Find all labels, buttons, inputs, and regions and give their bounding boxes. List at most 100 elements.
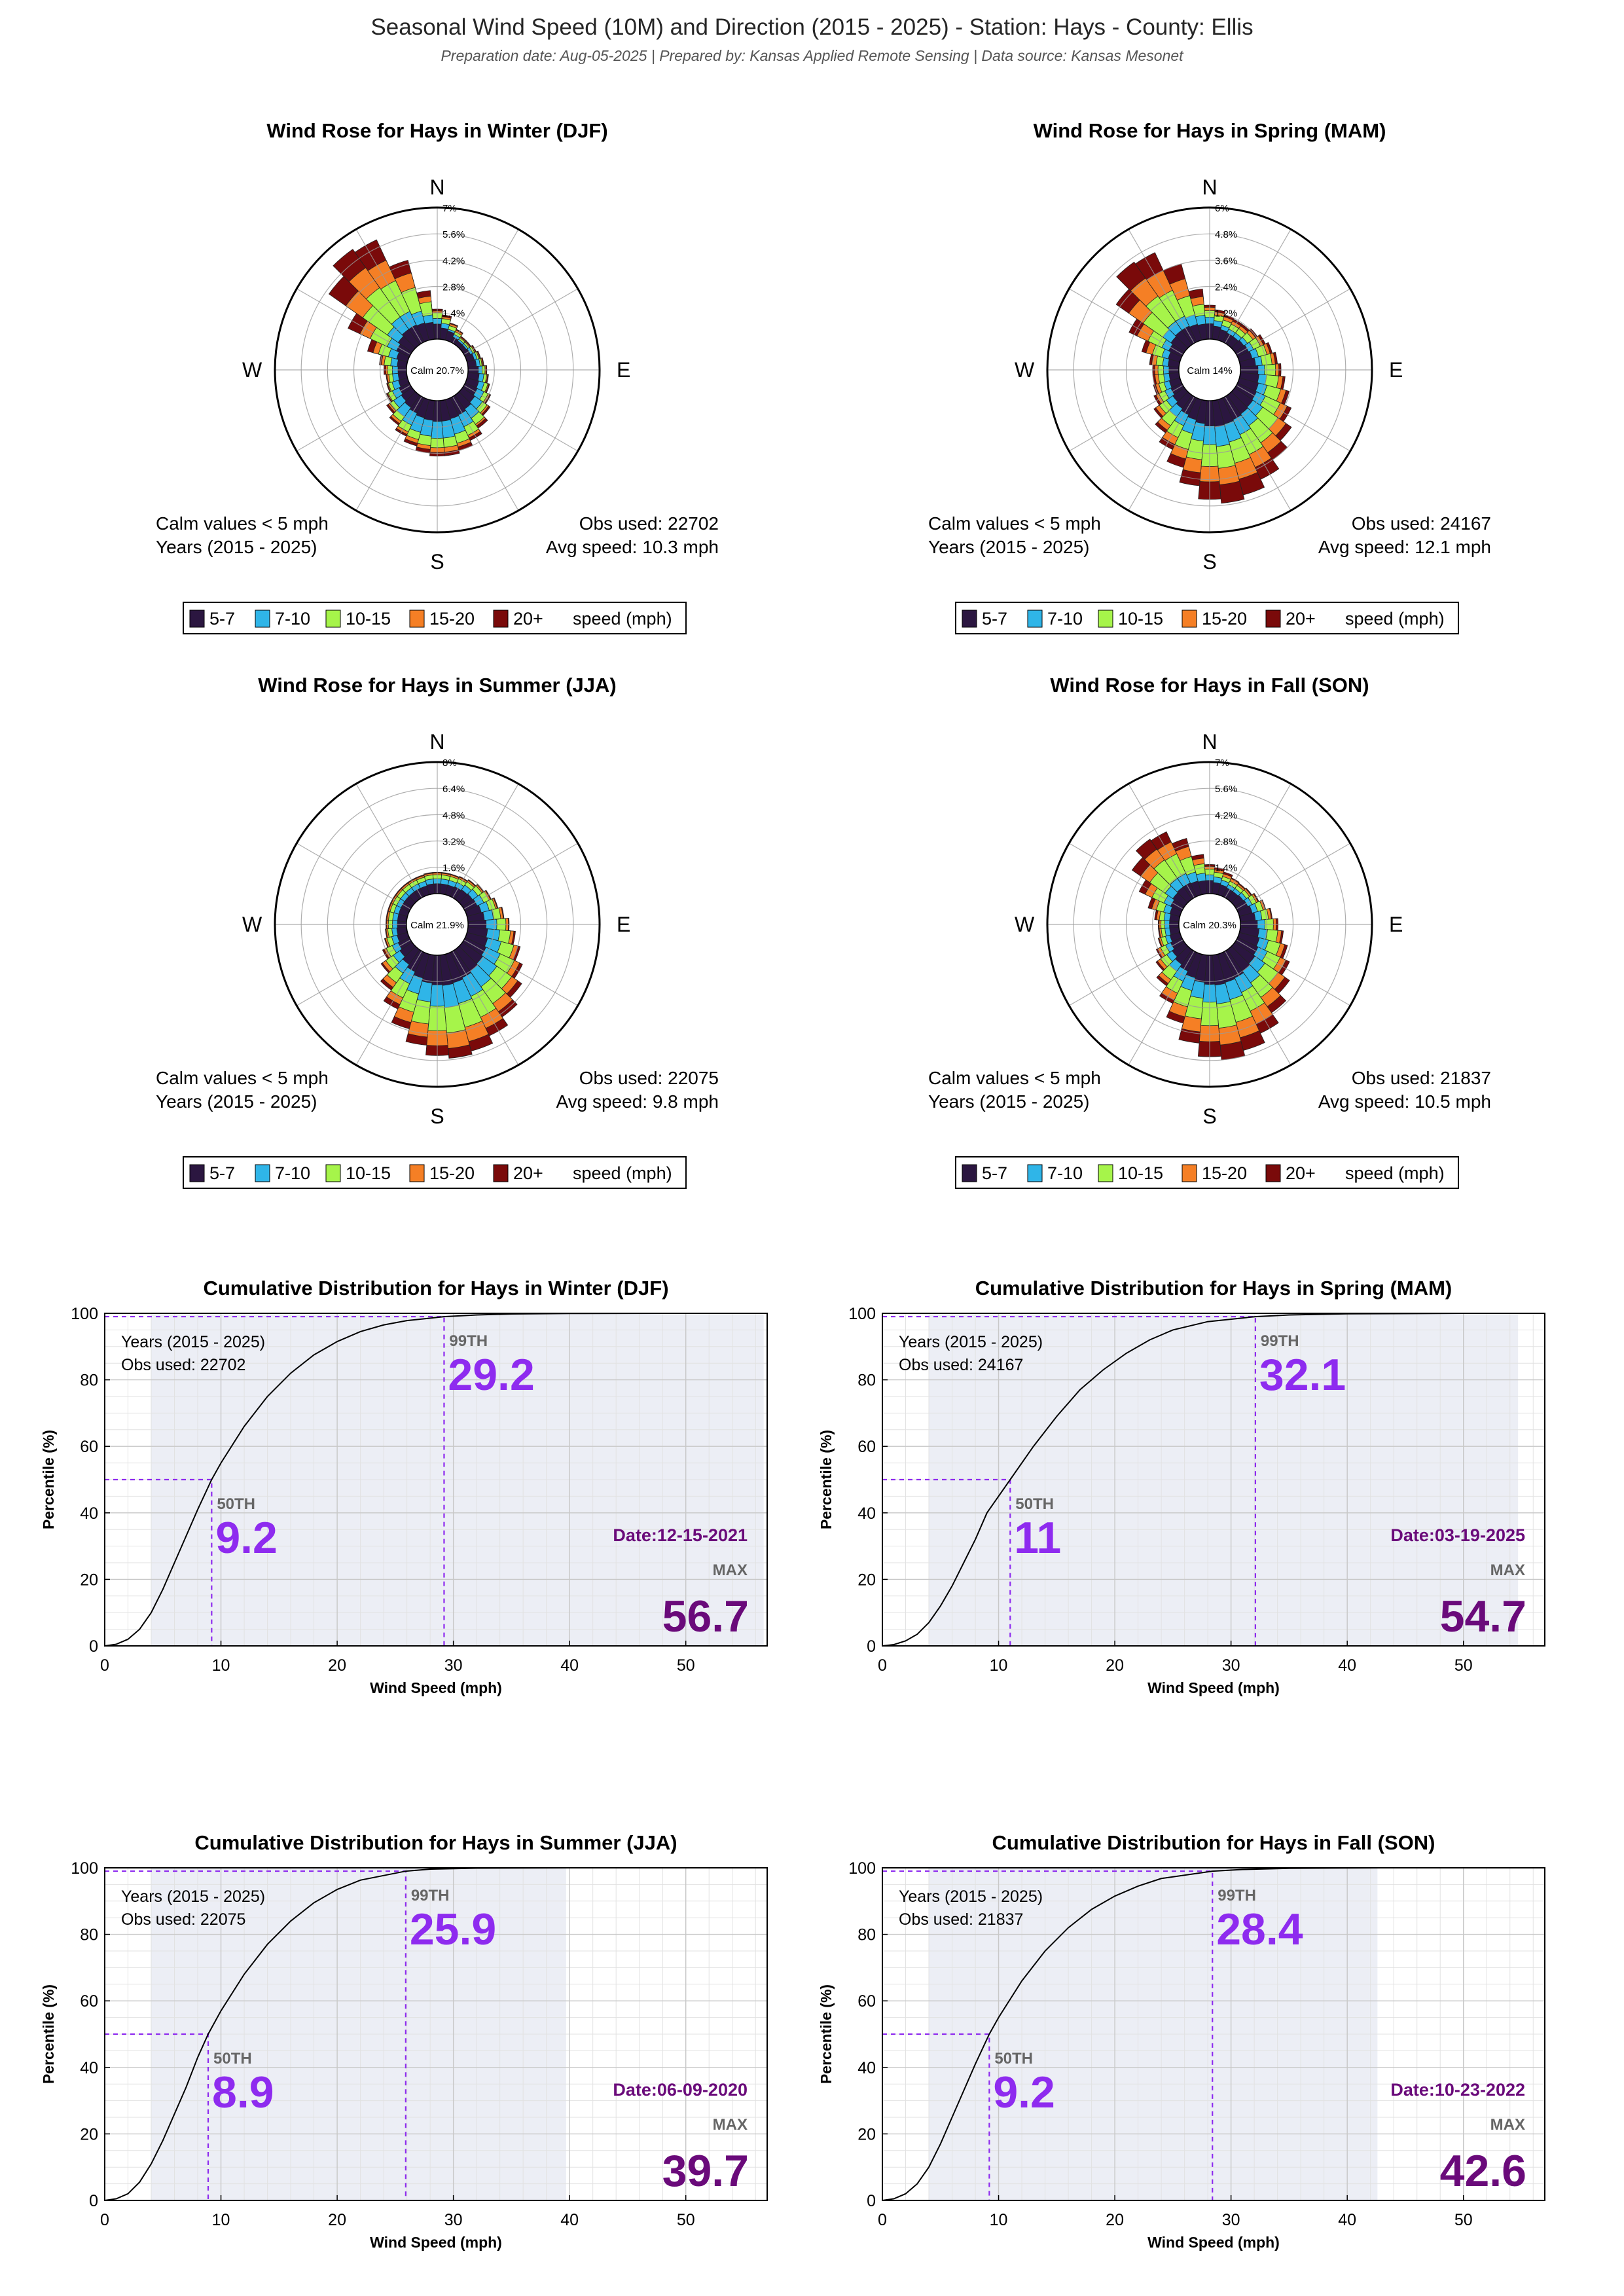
y-tick-label: 40 bbox=[857, 2059, 876, 2077]
rose-outer-ring bbox=[1046, 761, 1373, 1088]
x-axis-label: Wind Speed (mph) bbox=[370, 2234, 502, 2251]
wind-rose-0: Wind Rose for Hays in Winter (DJF) Calm 2… bbox=[156, 119, 719, 634]
x-tick-label: 40 bbox=[1338, 1656, 1356, 1675]
x-axis-label: Wind Speed (mph) bbox=[370, 1679, 502, 1696]
p50-label: 50TH bbox=[1015, 1495, 1054, 1513]
y-tick-label: 0 bbox=[867, 1637, 876, 1656]
legend-swatch-10-15 bbox=[325, 1164, 341, 1182]
rose-grid-spoke bbox=[463, 843, 579, 909]
wind-rose-2: Wind Rose for Hays in Summer (JJA) Calm 2… bbox=[156, 674, 719, 1189]
x-tick-label: 10 bbox=[212, 1656, 230, 1675]
rose-grid-spoke bbox=[355, 228, 422, 344]
y-tick-label: 40 bbox=[80, 2059, 98, 2077]
max-value: 56.7 bbox=[662, 1592, 749, 1641]
legend-swatch-20+ bbox=[1265, 1164, 1281, 1182]
years-note: Years (2015 - 2025) bbox=[121, 1333, 265, 1351]
legend-swatch-7-10 bbox=[255, 610, 270, 628]
rose-grid-spoke bbox=[463, 939, 579, 1006]
x-tick-label: 10 bbox=[212, 2211, 230, 2229]
y-tick-label: 60 bbox=[857, 1992, 876, 2011]
rose-grid-spoke bbox=[1068, 843, 1183, 909]
legend-unit-label: speed (mph) bbox=[573, 1163, 672, 1183]
max-date-label: Date:03-19-2025 bbox=[1390, 1525, 1525, 1545]
rose-ring-label: 1.2% bbox=[1215, 308, 1237, 319]
legend-label-7-10: 7-10 bbox=[1047, 1163, 1083, 1183]
max-value: 39.7 bbox=[662, 2146, 749, 2196]
rose-ring-label: 5.6% bbox=[442, 229, 465, 240]
rose-grid-spoke bbox=[355, 396, 422, 511]
obs-note: Obs used: 21837 bbox=[1352, 1068, 1491, 1088]
years-note: Years (2015 - 2025) bbox=[156, 537, 317, 557]
y-tick-label: 20 bbox=[857, 1571, 876, 1589]
compass-south: S bbox=[1202, 550, 1216, 574]
p50-value: 11 bbox=[1014, 1513, 1061, 1563]
rose-ring-label: 2.4% bbox=[1215, 282, 1237, 293]
x-tick-label: 30 bbox=[444, 1656, 463, 1675]
max-date-label: Date:06-09-2020 bbox=[613, 2080, 748, 2100]
obs-note: Obs used: 22075 bbox=[579, 1068, 719, 1088]
legend-unit-label: speed (mph) bbox=[1345, 1163, 1445, 1183]
rose-grid-spoke bbox=[1236, 288, 1351, 355]
rose-ring-label: 3.6% bbox=[1215, 255, 1237, 266]
rose-grid-spoke bbox=[452, 396, 519, 511]
rose-grid-spoke bbox=[296, 288, 411, 355]
rose-title: Wind Rose for Hays in Summer (JJA) bbox=[258, 674, 617, 697]
y-axis-label: Percentile (%) bbox=[40, 1430, 57, 1529]
cdf-chart-6: Cumulative Distribution for Hays in Summ… bbox=[40, 1831, 768, 2251]
rose-ring-label: 7% bbox=[442, 203, 457, 214]
x-tick-label: 30 bbox=[1222, 2211, 1240, 2229]
compass-east: E bbox=[1389, 913, 1403, 936]
y-tick-label: 0 bbox=[89, 1637, 98, 1656]
compass-north: N bbox=[1202, 175, 1217, 199]
rose-grid-spoke bbox=[1068, 288, 1183, 355]
sub-title: Preparation date: Aug-05-2025 | Prepared… bbox=[441, 47, 1183, 64]
cdf-curve bbox=[104, 1313, 767, 1647]
axes-frame bbox=[882, 1313, 1545, 1647]
y-tick-label: 100 bbox=[71, 1859, 98, 1878]
cdf-curve bbox=[882, 1313, 1545, 1647]
rose-grid-spoke bbox=[1236, 385, 1351, 452]
x-tick-label: 0 bbox=[100, 1656, 109, 1675]
legend-swatch-15-20 bbox=[409, 610, 425, 628]
cdf-chart-7: Cumulative Distribution for Hays in Fall… bbox=[818, 1831, 1545, 2251]
y-axis-label: Percentile (%) bbox=[40, 1984, 57, 2084]
rose-legend: 5-7 7-10 10-15 15-20 20+ speed (mph) bbox=[183, 602, 687, 634]
legend-swatch-10-15 bbox=[1098, 610, 1113, 628]
legend-label-10-15: 10-15 bbox=[346, 1163, 391, 1183]
legend-label-7-10: 7-10 bbox=[1047, 609, 1083, 629]
main-title: Seasonal Wind Speed (10M) and Direction … bbox=[370, 14, 1254, 40]
x-tick-label: 50 bbox=[677, 2211, 695, 2229]
compass-west: W bbox=[242, 358, 262, 382]
rose-ring-label: 3.2% bbox=[442, 837, 465, 848]
y-tick-label: 40 bbox=[857, 1504, 876, 1523]
obs-note: Obs used: 24167 bbox=[1352, 513, 1491, 534]
rose-grid-spoke bbox=[355, 783, 422, 898]
x-tick-label: 50 bbox=[677, 1656, 695, 1675]
y-tick-label: 80 bbox=[857, 1372, 876, 1390]
x-tick-label: 20 bbox=[328, 1656, 346, 1675]
legend-label-20+: 20+ bbox=[513, 1163, 543, 1183]
x-tick-label: 40 bbox=[560, 2211, 579, 2229]
x-tick-label: 10 bbox=[990, 1656, 1008, 1675]
rose-grid-spoke bbox=[296, 843, 411, 909]
rose-grid-spoke bbox=[1068, 939, 1183, 1006]
y-axis-label: Percentile (%) bbox=[818, 1984, 835, 2084]
rose-ring-label: 6% bbox=[1215, 203, 1229, 214]
cdf-title: Cumulative Distribution for Hays in Wint… bbox=[203, 1277, 668, 1300]
p50-value: 9.2 bbox=[215, 1513, 278, 1563]
calm-note: Calm values < 5 mph bbox=[928, 513, 1101, 534]
max-value: 42.6 bbox=[1440, 2146, 1526, 2196]
legend-unit-label: speed (mph) bbox=[1345, 609, 1445, 629]
p99-label: 99TH bbox=[449, 1332, 488, 1350]
y-tick-label: 60 bbox=[80, 1992, 98, 2011]
x-tick-label: 10 bbox=[990, 2211, 1008, 2229]
rose-calm-label: Calm 20.7% bbox=[410, 365, 464, 376]
y-tick-label: 80 bbox=[80, 1926, 98, 1944]
legend-label-15-20: 15-20 bbox=[1202, 609, 1247, 629]
rose-grid-spoke bbox=[1225, 228, 1291, 344]
axes-frame bbox=[104, 1867, 768, 2201]
legend-swatch-15-20 bbox=[1182, 1164, 1197, 1182]
legend-swatch-15-20 bbox=[409, 1164, 425, 1182]
compass-north: N bbox=[1202, 730, 1217, 754]
rose-ring-label: 1.4% bbox=[442, 308, 465, 319]
